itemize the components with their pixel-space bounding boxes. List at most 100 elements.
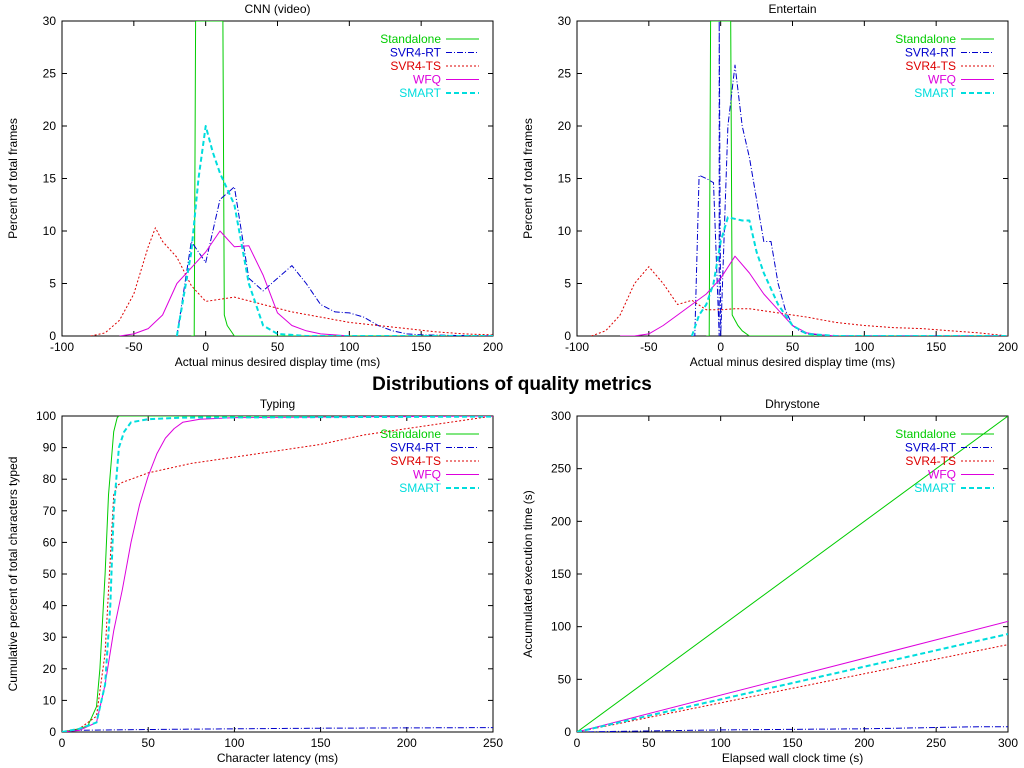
y-tick-label: 100 — [36, 409, 56, 423]
legend-label: WFQ — [413, 468, 441, 482]
y-tick-label: 0 — [564, 725, 571, 739]
series-line-smart — [690, 216, 1008, 336]
series-line-smart — [62, 416, 493, 732]
x-tick-label: 100 — [224, 736, 244, 750]
series-line-wfq — [62, 416, 493, 732]
legend-label: Standalone — [380, 427, 441, 441]
series-line-svr4-ts — [90, 227, 493, 336]
y-tick-label: 250 — [551, 462, 571, 476]
x-tick-label: 300 — [998, 736, 1018, 750]
y-tick-label: 10 — [43, 224, 57, 238]
y-tick-label: 0 — [49, 329, 56, 343]
series-line-svr4-rt — [176, 186, 493, 336]
legend-label: SVR4-RT — [905, 46, 957, 60]
plot-area — [591, 21, 1008, 336]
y-tick-label: 60 — [43, 535, 57, 549]
x-tick-label: 150 — [311, 736, 331, 750]
x-tick-label: 200 — [483, 340, 503, 354]
x-axis-label: Character latency (ms) — [217, 751, 338, 765]
cnn-chart: -100 -50 0 50 100 150 200 0 5 10 15 20 25 30 CNN (vide… — [6, 2, 503, 369]
legend-label: SMART — [914, 86, 956, 100]
series-line-svr4-ts — [591, 266, 1008, 336]
y-tick-label: 0 — [564, 329, 571, 343]
series-line-wfq — [119, 230, 350, 336]
y-axis-label: Accumulated execution time (s) — [521, 490, 535, 657]
x-tick-label: 150 — [411, 340, 431, 354]
legend-label: SVR4-RT — [905, 441, 957, 455]
y-tick-label: 0 — [49, 725, 56, 739]
y-tick-label: 30 — [43, 14, 57, 28]
y-tick-label: 50 — [558, 672, 572, 686]
x-tick-label: 0 — [59, 736, 66, 750]
y-axis-label: Cumulative percent of total characters t… — [6, 457, 20, 692]
series-line-svr4-ts — [577, 644, 1008, 732]
x-axis-label: Actual minus desired display time (ms) — [690, 355, 895, 369]
x-tick-label: 250 — [926, 736, 946, 750]
x-tick-label: -100 — [565, 340, 589, 354]
y-tick-label: 20 — [558, 119, 572, 133]
x-tick-label: 200 — [998, 340, 1018, 354]
y-tick-label: 15 — [558, 172, 572, 186]
y-tick-label: 25 — [43, 67, 57, 81]
chart-title: Typing — [260, 397, 295, 411]
x-tick-label: 50 — [271, 340, 285, 354]
y-tick-label: 300 — [551, 409, 571, 423]
legend-label: SVR4-RT — [390, 441, 442, 455]
series-line-smart — [577, 633, 1008, 732]
x-tick-label: 100 — [339, 340, 359, 354]
legend-label: SVR4-RT — [390, 46, 442, 60]
legend-label: Standalone — [895, 427, 956, 441]
y-tick-label: 100 — [551, 620, 571, 634]
x-tick-label: 150 — [782, 736, 802, 750]
plot-area — [90, 21, 493, 336]
x-tick-label: -50 — [640, 340, 658, 354]
x-tick-label: 200 — [397, 736, 417, 750]
y-tick-label: 70 — [43, 504, 57, 518]
y-tick-label: 40 — [43, 599, 57, 613]
legend-label: SMART — [399, 86, 441, 100]
legend-label: WFQ — [928, 468, 956, 482]
y-axis-label: Percent of total frames — [521, 118, 535, 239]
x-tick-label: 0 — [574, 736, 581, 750]
x-tick-label: -100 — [50, 340, 74, 354]
legend-label: WFQ — [413, 73, 441, 87]
chart-title: Dhrystone — [765, 397, 820, 411]
plot-area — [62, 416, 493, 732]
y-tick-label: 150 — [551, 567, 571, 581]
y-tick-label: 30 — [43, 630, 57, 644]
legend-label: SVR4-TS — [905, 454, 956, 468]
x-tick-label: 100 — [711, 736, 731, 750]
legend-label: SVR4-TS — [390, 59, 441, 73]
x-tick-label: 50 — [142, 736, 156, 750]
x-tick-label: 200 — [854, 736, 874, 750]
y-tick-label: 10 — [43, 693, 57, 707]
y-tick-label: 20 — [43, 662, 57, 676]
x-tick-label: 100 — [854, 340, 874, 354]
series-line-svr4-rt — [62, 727, 493, 732]
plot-area — [577, 416, 1008, 732]
legend-label: SMART — [399, 481, 441, 495]
y-tick-label: 90 — [43, 441, 57, 455]
y-tick-label: 80 — [43, 472, 57, 486]
y-tick-label: 15 — [43, 172, 57, 186]
y-tick-label: 50 — [43, 567, 57, 581]
legend-label: Standalone — [895, 32, 956, 46]
y-tick-label: 25 — [558, 67, 572, 81]
legend-label: SMART — [914, 481, 956, 495]
y-tick-label: 200 — [551, 514, 571, 528]
x-tick-label: -50 — [125, 340, 143, 354]
series-line-wfq — [620, 255, 836, 336]
legend-label: WFQ — [928, 73, 956, 87]
x-tick-label: 50 — [642, 736, 656, 750]
y-tick-label: 5 — [564, 277, 571, 291]
series-line-svr4-rt — [691, 21, 1008, 336]
legend-label: SVR4-TS — [905, 59, 956, 73]
x-tick-label: 250 — [483, 736, 503, 750]
legend-label: Standalone — [380, 32, 441, 46]
x-axis-label: Actual minus desired display time (ms) — [175, 355, 380, 369]
y-tick-label: 20 — [43, 119, 57, 133]
y-tick-label: 5 — [49, 277, 56, 291]
series-line-wfq — [577, 620, 1008, 732]
series-line-svr4-rt — [577, 726, 1008, 732]
y-tick-label: 30 — [558, 14, 572, 28]
